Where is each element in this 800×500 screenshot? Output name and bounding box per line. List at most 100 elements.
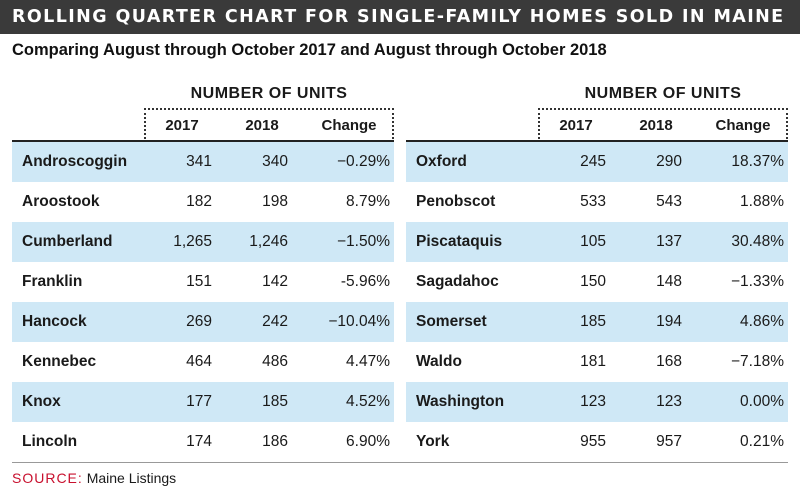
county-name: Washington (416, 393, 505, 410)
county-name: Hancock (22, 313, 87, 330)
table-row: Knox 177 185 4.52% (12, 382, 394, 422)
county-name: Oxford (416, 153, 467, 170)
value-2018: 290 (656, 153, 682, 170)
units-group-label: NUMBER OF UNITS (190, 85, 348, 102)
percent-change: 18.37% (731, 153, 784, 170)
value-2017: 150 (580, 273, 606, 290)
value-2018: 198 (262, 193, 288, 210)
percent-change: -5.96% (340, 273, 390, 290)
table-row: Oxford 245 290 18.37% (406, 142, 788, 182)
value-2017: 174 (186, 433, 212, 450)
county-name: Androscoggin (22, 153, 128, 170)
percent-change: 30.48% (731, 233, 784, 250)
table-row: Sagadahoc 150 148 −1.33% (406, 262, 788, 302)
table-row: Waldo 181 168 −7.18% (406, 342, 788, 382)
table-row: Androscoggin 341 340 −0.29% (12, 142, 394, 182)
column-header-frame (538, 108, 788, 139)
value-2017: 955 (580, 433, 606, 450)
value-2017: 1,265 (173, 233, 212, 250)
chart-title: ROLLING QUARTER CHART FOR SINGLE-FAMILY … (0, 0, 800, 34)
value-2018: 142 (262, 273, 288, 290)
value-2017: 123 (580, 393, 606, 410)
value-2017: 464 (186, 353, 212, 370)
column-header-2017: 2017 (165, 117, 199, 134)
county-name: Kennebec (22, 353, 97, 370)
table-row: Penobscot 533 543 1.88% (406, 182, 788, 222)
value-2017: 177 (186, 393, 212, 410)
value-2018: 543 (656, 193, 682, 210)
county-name: Penobscot (416, 193, 496, 210)
table-row: Somerset 185 194 4.86% (406, 302, 788, 342)
column-header-frame (144, 108, 394, 139)
value-2017: 105 (580, 233, 606, 250)
value-2017: 185 (580, 313, 606, 330)
percent-change: 4.47% (346, 353, 390, 370)
value-2017: 341 (186, 153, 212, 170)
county-name: Somerset (416, 313, 487, 330)
value-2017: 181 (580, 353, 606, 370)
value-2018: 148 (656, 273, 682, 290)
source-label: SOURCE: (12, 470, 83, 486)
percent-change: 0.00% (740, 393, 784, 410)
value-2017: 245 (580, 153, 606, 170)
header-rule (12, 140, 394, 142)
value-2018: 186 (262, 433, 288, 450)
table-row: Kennebec 464 486 4.47% (12, 342, 394, 382)
value-2018: 168 (656, 353, 682, 370)
value-2018: 123 (656, 393, 682, 410)
county-name: Aroostook (22, 193, 100, 210)
value-2018: 340 (262, 153, 288, 170)
table-row: Hancock 269 242 −10.04% (12, 302, 394, 342)
table-row: Cumberland 1,265 1,246 −1.50% (12, 222, 394, 262)
column-header-2018: 2018 (245, 117, 279, 134)
source-text: Maine Listings (86, 470, 177, 486)
percent-change: −10.04% (328, 313, 390, 330)
percent-change: 4.52% (346, 393, 390, 410)
footer-rule (12, 462, 788, 463)
units-group-label: NUMBER OF UNITS (584, 85, 742, 102)
county-name: Cumberland (22, 233, 113, 250)
table-row: Franklin 151 142 -5.96% (12, 262, 394, 302)
value-2018: 242 (262, 313, 288, 330)
county-name: Knox (22, 393, 61, 410)
percent-change: 6.90% (346, 433, 390, 450)
table-row: York 955 957 0.21% (406, 422, 788, 462)
percent-change: −7.18% (730, 353, 784, 370)
value-2018: 957 (656, 433, 682, 450)
percent-change: 4.86% (740, 313, 784, 330)
county-name: Piscataquis (416, 233, 503, 250)
header-rule (406, 140, 788, 142)
value-2018: 194 (656, 313, 682, 330)
table-row: Piscataquis 105 137 30.48% (406, 222, 788, 262)
value-2018: 185 (262, 393, 288, 410)
table-row: Lincoln 174 186 6.90% (12, 422, 394, 462)
percent-change: −0.29% (336, 153, 390, 170)
table-rows: Oxford 245 290 18.37% Penobscot 533 543 1.88% Pi… (406, 142, 788, 462)
value-2017: 533 (580, 193, 606, 210)
percent-change: −1.33% (730, 273, 784, 290)
column-header-2018: 2018 (639, 117, 673, 134)
column-header-change: Change (715, 117, 771, 134)
percent-change: 8.79% (346, 193, 390, 210)
table-row: Washington 123 123 0.00% (406, 382, 788, 422)
value-2018: 137 (656, 233, 682, 250)
value-2017: 151 (186, 273, 212, 290)
county-name: Waldo (416, 353, 462, 370)
county-name: York (416, 433, 450, 450)
table-row: Aroostook 182 198 8.79% (12, 182, 394, 222)
value-2018: 486 (262, 353, 288, 370)
value-2017: 182 (186, 193, 212, 210)
percent-change: 1.88% (740, 193, 784, 210)
county-name: Lincoln (22, 433, 78, 450)
percent-change: 0.21% (740, 433, 784, 450)
percent-change: −1.50% (336, 233, 390, 250)
source-note: SOURCE: Maine Listings (12, 470, 176, 486)
value-2017: 269 (186, 313, 212, 330)
table-rows: Androscoggin 341 340 −0.29% Aroostook 182 198 8… (12, 142, 394, 462)
county-name: Sagadahoc (416, 273, 499, 290)
chart-subtitle: Comparing August through October 2017 an… (12, 41, 607, 59)
column-header-change: Change (321, 117, 377, 134)
county-name: Franklin (22, 273, 83, 290)
column-header-2017: 2017 (559, 117, 593, 134)
value-2018: 1,246 (249, 233, 288, 250)
